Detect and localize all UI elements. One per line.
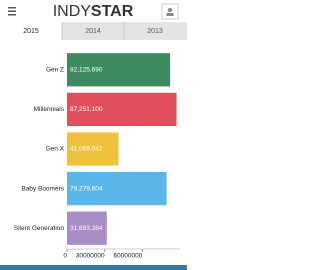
value-label: 79,279,604 (70, 185, 103, 192)
x-tick-label: 0 (63, 253, 67, 260)
value-label: 82,125,690 (70, 67, 103, 74)
x-tick-label: 60000000 (113, 253, 142, 260)
bar (67, 132, 119, 166)
bar (67, 53, 171, 87)
category-label: Silent Generation (14, 225, 65, 232)
category-label: Gen X (46, 146, 65, 153)
brand-bold: STAR (91, 3, 134, 20)
top-bar (0, 0, 187, 22)
bar (67, 171, 167, 206)
bottom-strip (0, 265, 187, 270)
category-label: Gen Z (46, 67, 64, 74)
tab[interactable]: 2015 (23, 28, 39, 35)
bar (67, 211, 107, 245)
screen: INDYSTAR 2015 2014 2013 Gen Z 82,125,690 Mill… (0, 0, 187, 270)
tab[interactable]: 2014 (85, 28, 101, 35)
category-label: Baby Boomers (21, 185, 64, 192)
menu-icon[interactable] (8, 7, 16, 16)
brand-light: INDY (53, 3, 92, 20)
tab[interactable]: 2013 (147, 28, 163, 35)
brand[interactable]: INDYSTAR (53, 3, 134, 20)
x-tick-label: 30000000 (76, 253, 105, 260)
value-label: 41,069,042 (70, 146, 103, 153)
user-icon[interactable] (161, 3, 179, 20)
value-label: 31,693,384 (70, 225, 103, 232)
value-label: 87,251,100 (70, 106, 103, 113)
category-label: Millennials (34, 106, 65, 113)
tab-selected-bg (0, 22, 62, 40)
bar (67, 92, 177, 127)
